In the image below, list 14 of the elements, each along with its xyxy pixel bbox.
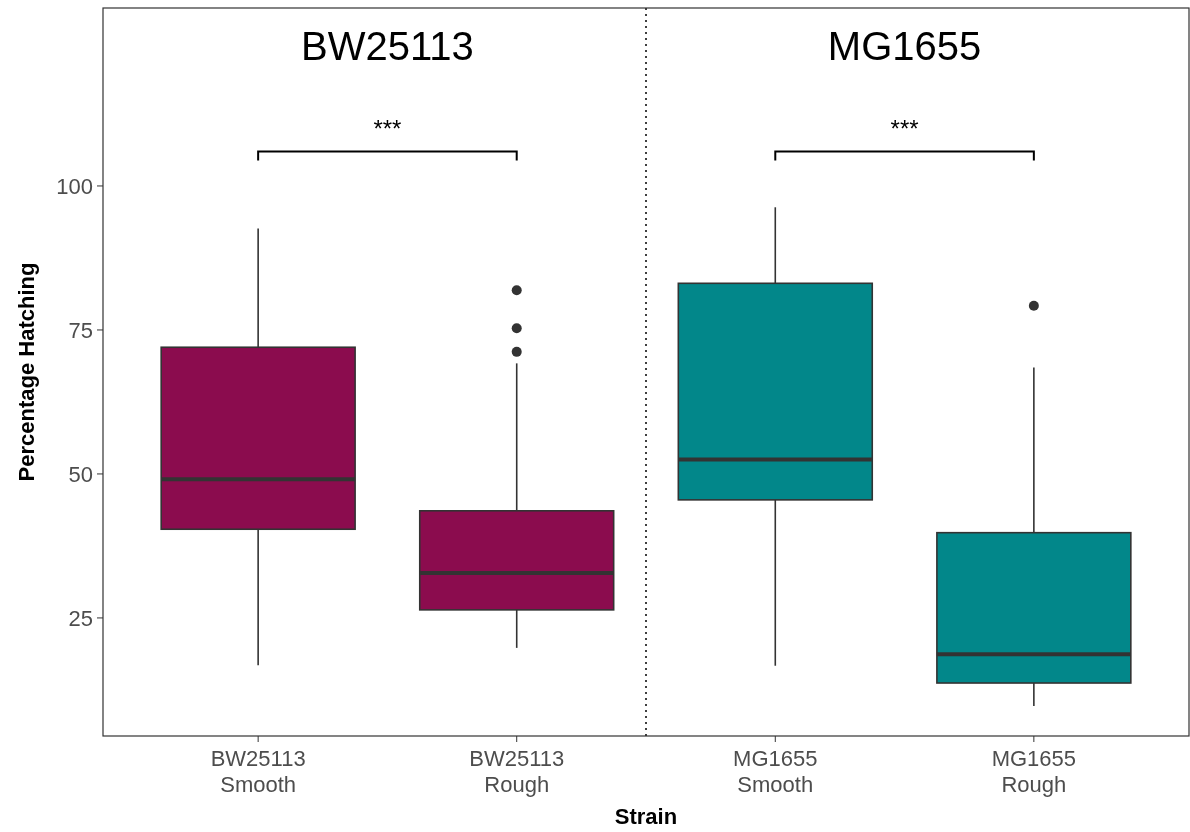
annotation: MG1655: [827, 24, 982, 68]
y-tick-label: 25: [68, 605, 93, 631]
annotation: ***: [373, 115, 402, 143]
x-tick-label: BW25113 Rough: [469, 746, 565, 797]
x-tick-label: MG1655 Rough: [991, 746, 1077, 797]
x-tick-label: MG1655 Smooth: [733, 746, 818, 797]
annotation: BW25113: [301, 24, 474, 68]
x-axis-title: Strain: [614, 804, 678, 829]
y-tick-label: 75: [68, 317, 93, 343]
annotation: ***: [890, 115, 919, 143]
y-axis-title: Percentage Hatching: [14, 262, 39, 482]
y-tick-label: 50: [68, 461, 93, 487]
x-tick-label: BW25113 Smooth: [210, 746, 306, 797]
y-tick-label: 100: [56, 173, 93, 199]
